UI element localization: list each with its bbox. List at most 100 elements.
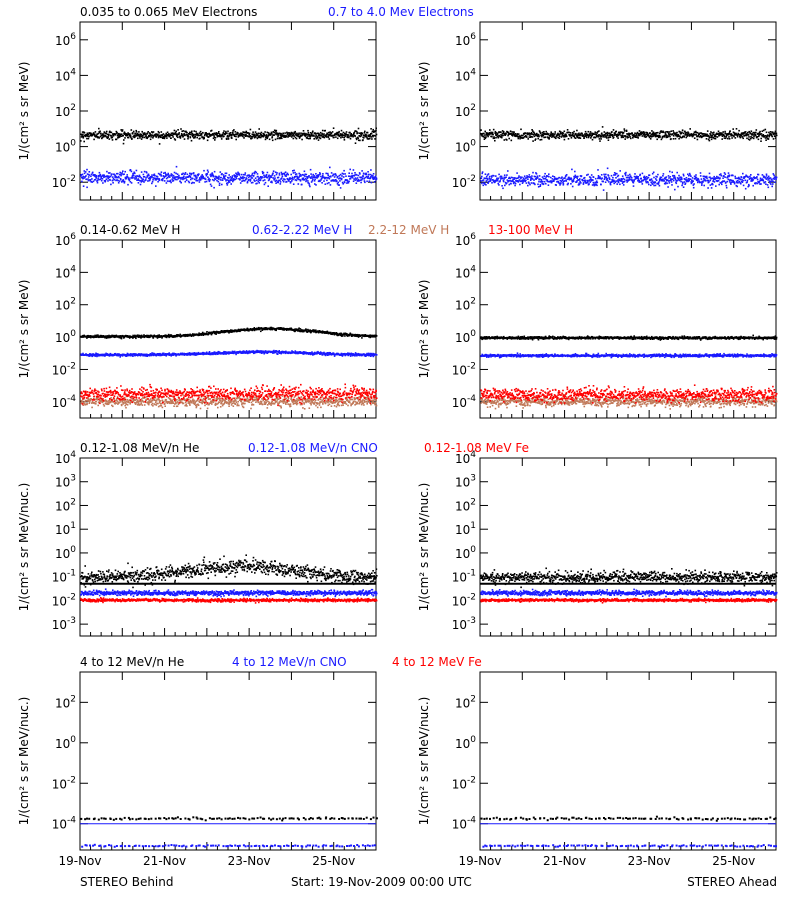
data-point — [667, 131, 669, 133]
data-point — [303, 170, 306, 173]
data-point — [165, 182, 168, 184]
data-point — [232, 130, 234, 132]
data-point — [289, 181, 292, 183]
data-point — [343, 139, 346, 141]
data-point — [315, 175, 318, 177]
data-point — [491, 176, 493, 178]
data-point — [765, 175, 768, 177]
data-point — [336, 133, 338, 136]
data-point — [508, 137, 510, 140]
data-point — [227, 138, 230, 140]
data-point — [736, 185, 738, 188]
data-point — [693, 131, 696, 133]
data-point — [91, 178, 93, 180]
data-point — [255, 182, 257, 185]
data-point — [761, 130, 764, 132]
data-point — [508, 132, 510, 135]
data-point — [584, 133, 586, 135]
data-point — [286, 172, 289, 175]
data-point — [228, 174, 230, 176]
data-point — [617, 134, 620, 137]
data-point — [631, 132, 634, 135]
data-point — [312, 178, 314, 181]
data-point — [521, 137, 523, 139]
data-point — [762, 129, 765, 132]
data-point — [762, 134, 765, 136]
data-point — [309, 177, 312, 179]
data-point — [611, 134, 614, 136]
data-point — [227, 137, 230, 139]
data-point — [577, 134, 580, 137]
data-point — [140, 177, 143, 179]
data-point — [599, 135, 602, 137]
data-point — [219, 179, 222, 181]
data-point — [336, 176, 339, 179]
data-point — [513, 134, 516, 136]
data-point — [358, 172, 361, 174]
data-point — [173, 129, 176, 132]
data-point — [621, 136, 623, 138]
data-point — [129, 169, 132, 171]
data-point — [548, 133, 550, 135]
data-point — [274, 177, 276, 179]
data-point — [531, 133, 533, 135]
data-point — [326, 182, 329, 185]
data-point — [180, 181, 182, 184]
data-point — [286, 133, 289, 135]
data-point — [165, 134, 167, 137]
data-point — [517, 137, 520, 140]
data-point — [294, 179, 297, 181]
series-black-points — [80, 127, 378, 145]
data-point — [517, 176, 520, 179]
data-point — [123, 139, 125, 141]
data-point — [692, 135, 694, 137]
data-point — [347, 134, 350, 136]
data-point — [151, 180, 154, 183]
data-point — [250, 135, 253, 138]
data-point — [744, 187, 747, 190]
data-point — [760, 137, 762, 140]
data-point — [321, 177, 323, 180]
data-point — [620, 131, 622, 133]
data-point — [258, 135, 260, 138]
data-point — [655, 178, 657, 180]
data-point — [654, 134, 657, 137]
data-point — [550, 131, 552, 133]
data-point — [162, 177, 164, 180]
data-point — [319, 137, 322, 140]
data-point — [670, 181, 673, 183]
data-point — [332, 179, 334, 181]
data-point — [227, 130, 229, 133]
data-point — [354, 135, 356, 137]
data-point — [153, 174, 155, 176]
data-point — [715, 177, 717, 180]
data-point — [728, 138, 731, 140]
data-point — [519, 137, 521, 140]
data-point — [732, 174, 734, 177]
data-point — [764, 128, 767, 131]
data-point — [602, 180, 604, 183]
data-point — [369, 137, 371, 140]
data-point — [522, 137, 525, 139]
data-point — [627, 136, 630, 139]
data-point — [306, 137, 308, 140]
data-point — [321, 129, 324, 132]
data-point — [167, 176, 169, 179]
data-point — [624, 138, 626, 140]
data-point — [319, 135, 321, 137]
data-point — [142, 173, 145, 176]
data-point — [278, 172, 281, 175]
data-point — [120, 133, 123, 135]
data-point — [299, 173, 301, 176]
data-point — [534, 175, 537, 178]
data-point — [140, 135, 142, 138]
data-point — [81, 134, 83, 136]
data-point — [112, 176, 114, 178]
data-point — [652, 183, 654, 185]
data-point — [112, 182, 114, 184]
data-point — [214, 178, 217, 181]
data-point — [353, 133, 355, 136]
data-point — [547, 136, 549, 138]
data-point — [200, 176, 203, 178]
data-point — [246, 180, 249, 183]
